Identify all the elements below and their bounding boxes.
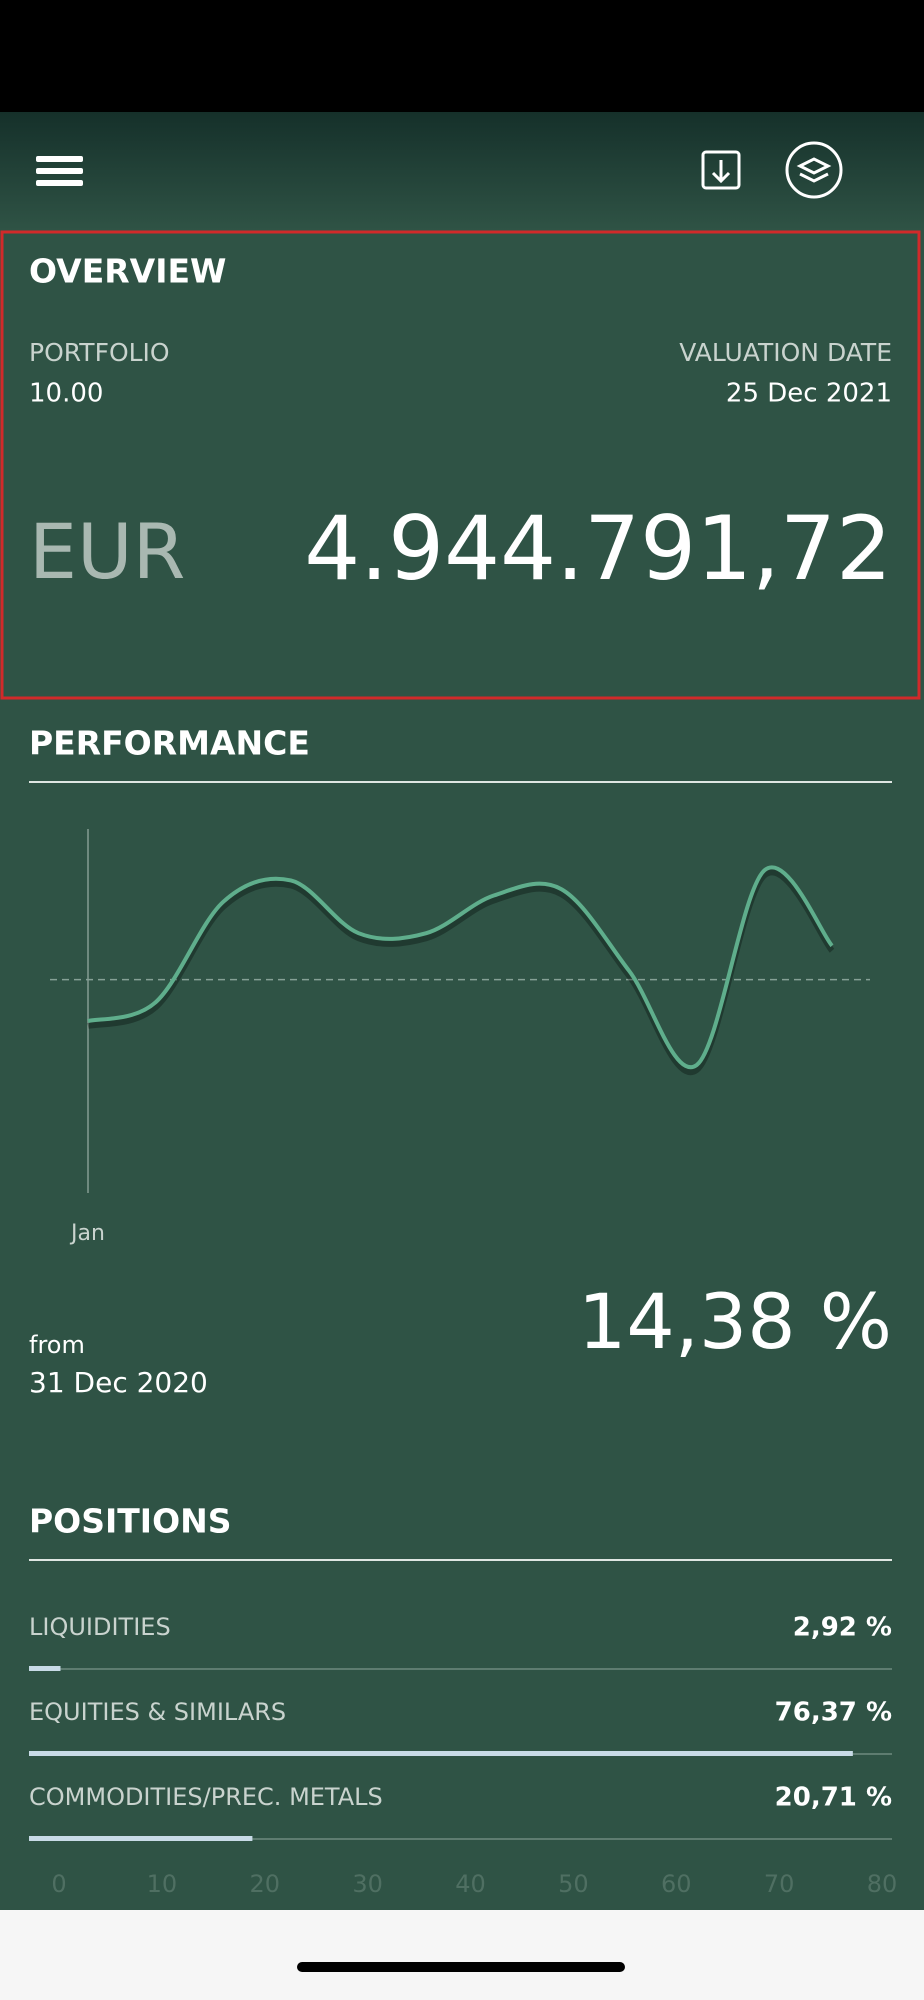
x-tick-label: 10 [147,1870,178,1898]
position-label: LIQUIDITIES [29,1613,171,1641]
amount: 4.944.791,72 [304,497,892,600]
value: 10.00 [29,379,103,409]
bar [29,1836,253,1841]
label: PORTFOLIO [29,338,170,367]
label: VALUATION DATE [679,338,892,367]
date: 31 Dec 2020 [29,1366,208,1399]
bar [29,1666,61,1671]
performance-line [87,865,834,1070]
positions-chart: LIQUIDITIES 2,92 % EQUITIES & SIMILARS 76,3… [29,1613,898,1898]
x-tick-label: 80 [867,1870,898,1898]
position-label: COMMODITIES/PREC. METALS [29,1783,383,1811]
x-tick-label: 40 [455,1870,486,1898]
position-value: 76,37 % [775,1698,892,1728]
position-label: EQUITIES & SIMILARS [29,1698,286,1726]
x-tick-label: 30 [352,1870,383,1898]
layers-button[interactable] [785,141,843,199]
menu-button[interactable] [36,156,83,186]
overview-highlight [0,230,921,700]
x-tick-label: 50 [558,1870,589,1898]
home-area [0,1910,924,2000]
download-button[interactable] [701,150,741,190]
home-indicator [297,1962,625,1972]
x-tick-label: 20 [249,1870,280,1898]
performance-chart: Jan [50,865,870,1246]
label: from [29,1331,85,1359]
position-value: 2,92 % [793,1613,892,1643]
status-bar [0,0,924,112]
x-tick-label: Jan [69,1221,105,1246]
line-shadow [87,869,835,1076]
currency: EUR [29,507,185,596]
section-title: POSITIONS [29,1502,232,1541]
app-header [0,112,924,230]
bar [29,1751,853,1756]
value: 25 Dec 2021 [726,379,892,409]
x-tick-label: 0 [51,1870,66,1898]
section-title: OVERVIEW [29,252,226,291]
section-title: PERFORMANCE [29,724,310,763]
x-tick-label: 70 [764,1870,795,1898]
return: 14,38 % [578,1277,892,1366]
x-tick-label: 60 [661,1870,692,1898]
position-value: 20,71 % [775,1783,892,1813]
